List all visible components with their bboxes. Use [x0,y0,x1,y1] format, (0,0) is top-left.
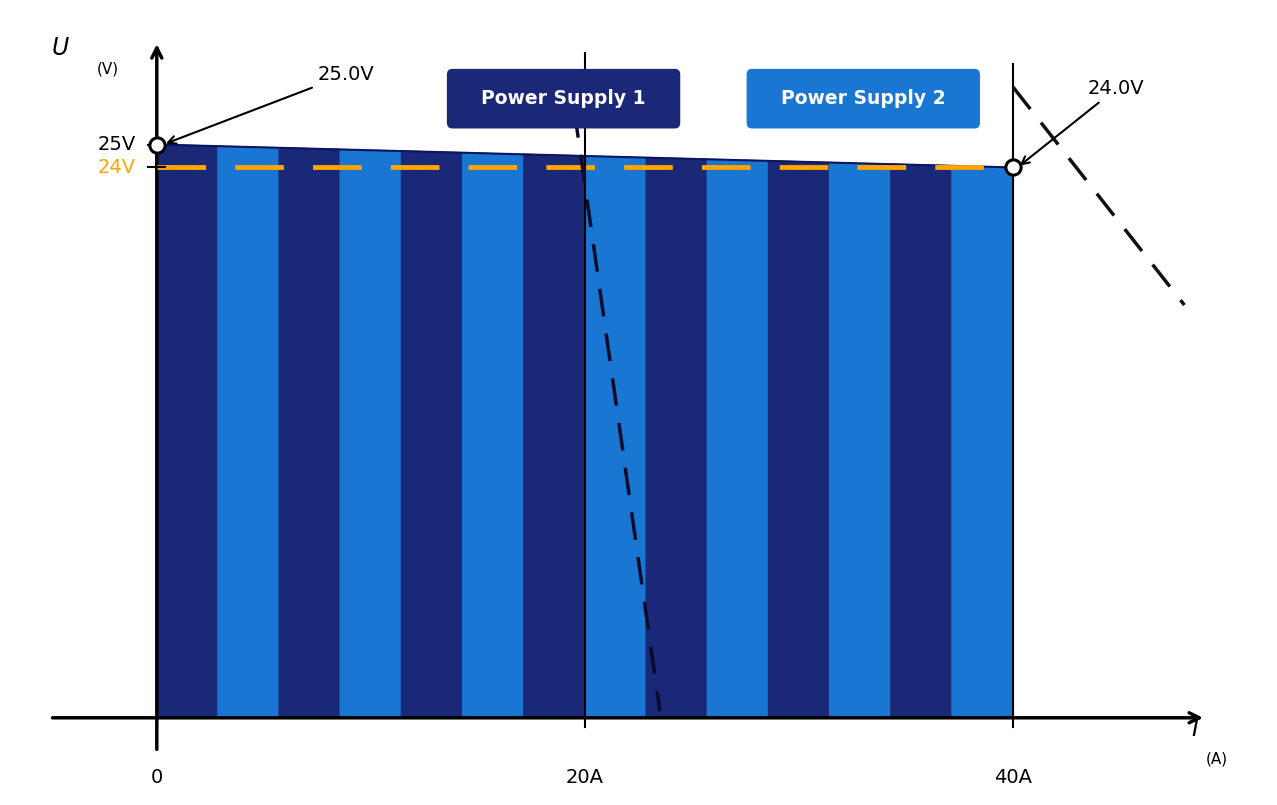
Polygon shape [585,156,646,718]
Polygon shape [646,158,707,718]
Polygon shape [340,150,401,718]
Polygon shape [769,161,830,718]
Text: 25.0V: 25.0V [169,65,374,143]
Text: 25V: 25V [97,135,135,154]
Text: 0: 0 [151,768,163,787]
Polygon shape [951,166,1013,718]
FancyBboxPatch shape [447,69,681,129]
Text: Power Supply 2: Power Supply 2 [782,89,945,108]
Polygon shape [707,159,769,718]
FancyBboxPatch shape [747,69,979,129]
Polygon shape [157,145,218,718]
Polygon shape [401,151,462,718]
Polygon shape [830,163,891,718]
Polygon shape [891,164,951,718]
Polygon shape [524,155,585,718]
Polygon shape [218,147,280,718]
Text: 24V: 24V [97,158,135,177]
Text: 20A: 20A [566,768,604,787]
Text: 40A: 40A [995,768,1032,787]
Text: 24.0V: 24.0V [1022,79,1144,164]
Polygon shape [280,148,340,718]
Text: (A): (A) [1205,752,1228,766]
Text: (V): (V) [97,61,119,76]
Text: I: I [1191,717,1199,741]
Text: U: U [52,36,69,60]
Text: Power Supply 1: Power Supply 1 [481,89,646,108]
Polygon shape [462,153,524,718]
